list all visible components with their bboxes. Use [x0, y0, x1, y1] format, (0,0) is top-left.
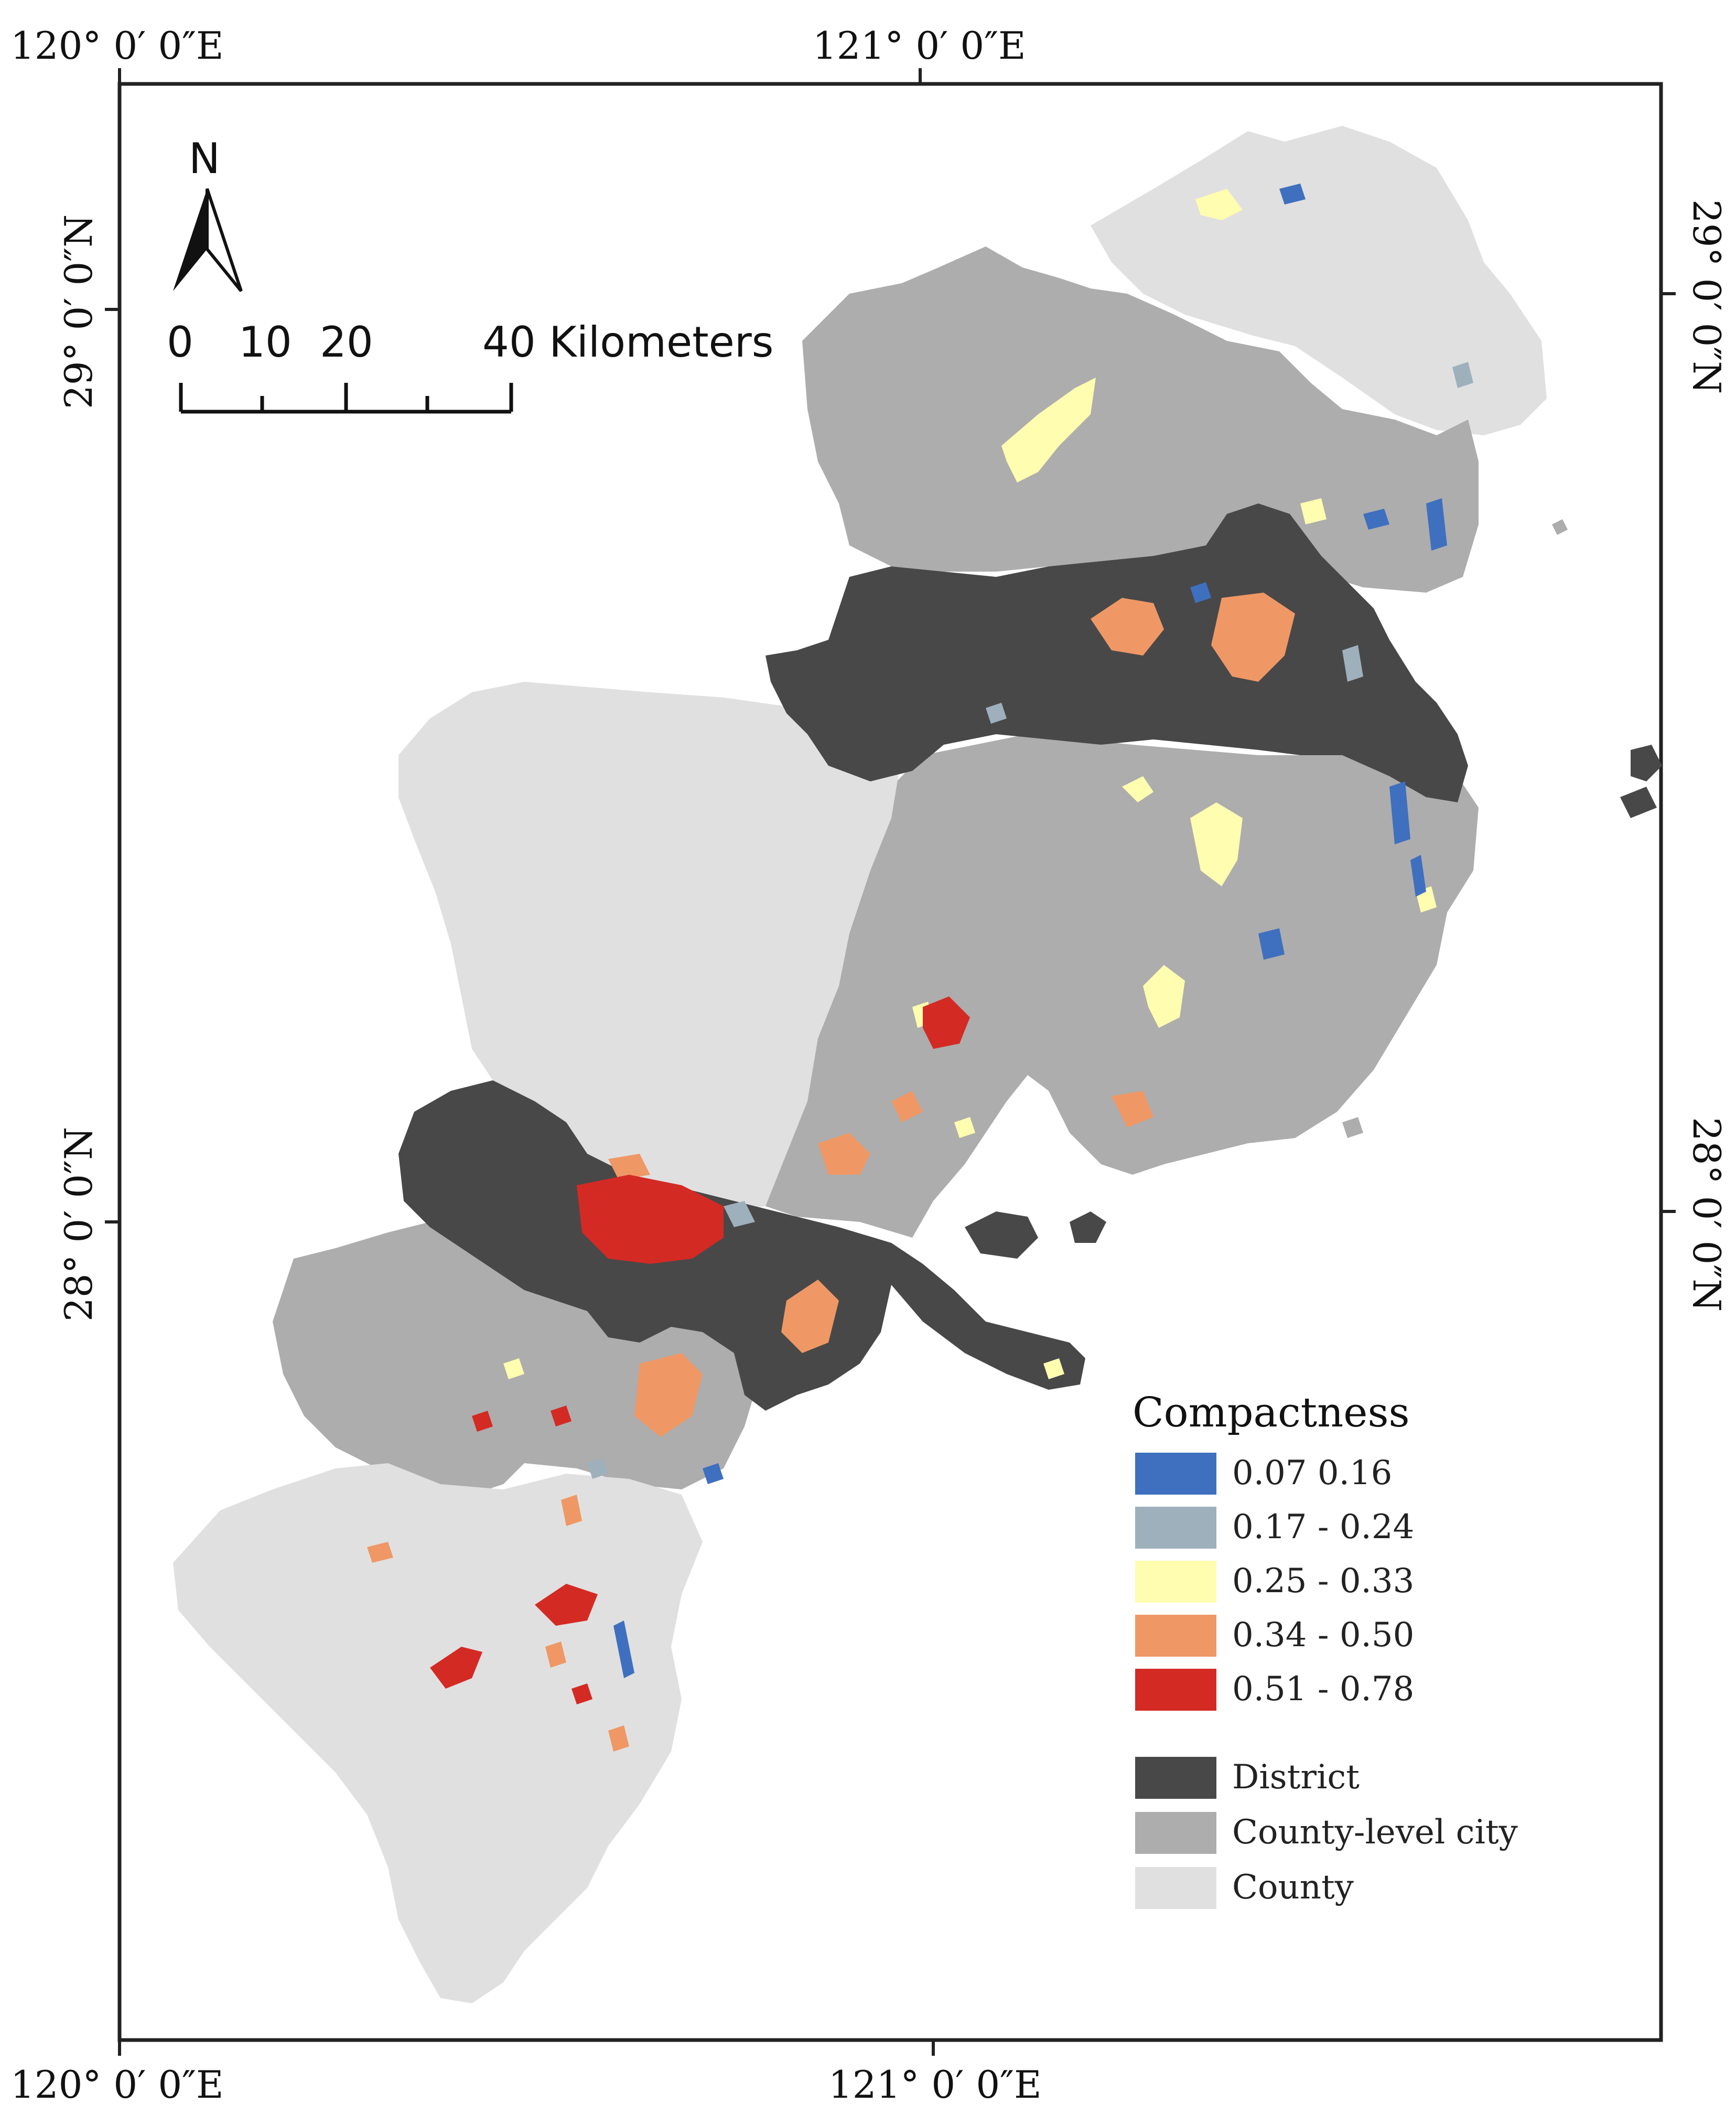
patch-red [551, 1405, 572, 1426]
legend-label-county: County [1232, 1868, 1354, 1907]
patch-yellow [1190, 802, 1243, 886]
patch-red [923, 996, 970, 1049]
patch-orange [608, 1154, 650, 1180]
patch-orange [561, 1495, 582, 1526]
region-district-north [765, 503, 1468, 802]
legend-label-class-4: 0.34 - 0.50 [1232, 1616, 1414, 1655]
patch-blue [1190, 582, 1211, 603]
graticule-top-label: 121° 0′ 0″E [813, 24, 1026, 68]
patch-yellow [1195, 189, 1243, 220]
patch-greyblue [587, 1458, 608, 1479]
patch-blue [1426, 498, 1447, 551]
legend-label-class-2: 0.17 - 0.24 [1232, 1508, 1414, 1547]
legend-swatch-class-5 [1135, 1669, 1216, 1711]
scale-bar-tick-label: 0 [167, 318, 193, 367]
patch-red [572, 1683, 592, 1704]
patch-greyblue [1342, 645, 1363, 682]
patch-yellow [1122, 776, 1153, 802]
patch-yellow [1001, 378, 1096, 482]
patch-blue [1410, 855, 1426, 897]
scale-bar-line [179, 383, 513, 414]
region-district-south [398, 1080, 1085, 1411]
patch-orange [367, 1542, 393, 1563]
island [1620, 787, 1657, 818]
legend-label-class-1: 0.07 0.16 [1232, 1454, 1392, 1493]
graticule-bottom-label: 121° 0′ 0″E [828, 2063, 1042, 2107]
patch-orange [1091, 598, 1164, 656]
patch-blue [703, 1463, 724, 1484]
patch-orange [608, 1725, 629, 1752]
island [1342, 1117, 1363, 1138]
patch-red [472, 1411, 493, 1432]
legend-swatch-class-3 [1135, 1561, 1216, 1603]
legend-swatch-class-4 [1135, 1615, 1216, 1657]
patch-greyblue [986, 703, 1007, 724]
patch-red [535, 1584, 598, 1626]
admin-regions [173, 126, 1662, 2003]
patch-yellow [503, 1358, 524, 1379]
island [1631, 745, 1662, 781]
region-county-city-central [765, 734, 1479, 1238]
patch-blue [613, 1620, 634, 1678]
patch-orange [781, 1280, 839, 1353]
patch-yellow [954, 1117, 975, 1138]
graticule-ticks [105, 68, 1676, 2056]
scale-bar-end-label: 40 Kilometers [482, 318, 773, 367]
patch-orange [891, 1091, 923, 1122]
north-arrow-label: N [189, 134, 220, 183]
island [1070, 1211, 1106, 1243]
scale-bar: 0 10 20 40 Kilometers [167, 318, 773, 414]
legend-label-county-city: County-level city [1232, 1813, 1518, 1852]
graticule-left-label: 28° 0′ 0″N [57, 1127, 101, 1322]
legend-swatch-county [1135, 1867, 1216, 1909]
legend-label-class-3: 0.25 - 0.33 [1232, 1562, 1414, 1601]
patch-orange [634, 1353, 703, 1437]
patch-red [577, 1175, 724, 1264]
graticule-bottom-label: 120° 0′ 0″E [10, 2063, 224, 2107]
legend-swatch-district [1135, 1757, 1216, 1799]
graticule-left-label: 29° 0′ 0″N [57, 214, 101, 409]
patch-greyblue [1452, 362, 1473, 388]
island [1552, 519, 1568, 535]
graticule-right-label: 29° 0′ 0″N [1685, 199, 1729, 394]
compactness-patches [367, 184, 1473, 1752]
patch-orange [545, 1641, 566, 1668]
patch-blue [1389, 781, 1410, 844]
legend-swatch-class-1 [1135, 1453, 1216, 1495]
graticule-top-label: 120° 0′ 0″E [10, 24, 224, 68]
legend-title: Compactness [1133, 1389, 1410, 1436]
legend-label-district: District [1232, 1758, 1360, 1797]
legend-label-class-5: 0.51 - 0.78 [1232, 1670, 1414, 1709]
patch-orange [818, 1133, 870, 1175]
patch-blue [1363, 509, 1389, 530]
north-arrow-icon [206, 188, 243, 292]
legend-swatch-class-2 [1135, 1507, 1216, 1549]
north-arrow-icon [173, 189, 207, 291]
patch-orange [1112, 1091, 1153, 1128]
patch-red [430, 1647, 482, 1689]
patch-blue [1279, 184, 1306, 205]
patch-yellow [1143, 965, 1185, 1028]
patch-yellow [1300, 498, 1327, 524]
legend-swatch-county-city [1135, 1812, 1216, 1854]
north-arrow: N [173, 134, 243, 292]
island [965, 1211, 1038, 1259]
patch-blue [1258, 928, 1285, 960]
scale-bar-tick-label: 20 [320, 318, 373, 367]
region-county-west [398, 682, 902, 1211]
legend: Compactness 0.07 0.16 0.17 - 0.24 0.25 -… [1133, 1389, 1518, 1909]
patch-greyblue [724, 1201, 755, 1227]
graticule-right-label: 28° 0′ 0″N [1685, 1117, 1729, 1312]
scale-bar-tick-label: 10 [239, 318, 292, 367]
patch-orange [1211, 593, 1295, 682]
patch-yellow [1043, 1358, 1064, 1379]
